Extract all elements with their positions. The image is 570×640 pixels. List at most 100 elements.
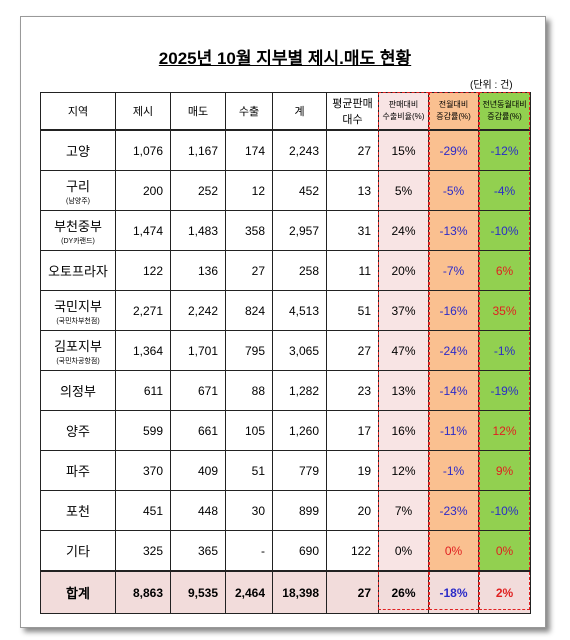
region: 국민지부	[54, 298, 102, 314]
value-cell: 599	[115, 410, 171, 451]
value-cell: 1,282	[272, 370, 327, 411]
header-line: 증감률(%)	[487, 112, 522, 121]
value-cell: 671	[170, 370, 226, 411]
value-cell: 31	[326, 210, 379, 251]
region-cell: 의정부	[40, 370, 116, 411]
column-header: 수출	[225, 92, 273, 131]
region-cell: 양주	[40, 410, 116, 451]
region: 부천중부	[54, 218, 102, 234]
value-cell: 3,065	[272, 330, 327, 371]
value-cell: 690	[272, 530, 327, 572]
value-cell: 47%	[378, 330, 429, 371]
value-cell: 6%	[478, 250, 531, 291]
table-row: 구리 (남양주) 200 252 12 452 13 5% -5% -4%	[40, 170, 531, 211]
value-cell: 27	[326, 570, 379, 614]
column-header: 평균판매 대수	[326, 92, 379, 131]
value-cell: 795	[225, 330, 273, 371]
header-line: 판매대비	[388, 100, 419, 109]
value-cell: 452	[272, 170, 327, 211]
value-cell: 23	[326, 370, 379, 411]
region: 의정부	[60, 384, 96, 399]
header-line: 전년동월대비	[482, 100, 527, 109]
value-cell: 136	[170, 250, 226, 291]
column-header: 전월대비 증감률(%)	[428, 92, 479, 131]
value-cell: 409	[170, 450, 226, 491]
table-row: 김포지부 (국민차공항점) 1,364 1,701 795 3,065 27 47% -24% -…	[40, 330, 531, 371]
value-cell: -18%	[428, 570, 479, 614]
value-cell: 12%	[378, 450, 429, 491]
value-cell: 24%	[378, 210, 429, 251]
table-row: 기타 325 365-690 122 0% 0% 0%	[40, 530, 531, 572]
value-cell: 200	[115, 170, 171, 211]
region-cell: 기타	[40, 530, 116, 572]
value-cell: 899	[272, 490, 327, 531]
region-cell: 파주	[40, 450, 116, 491]
value-cell: 1,260	[272, 410, 327, 451]
region-cell: 포천	[40, 490, 116, 531]
table-row: 양주 599 661 105 1,260 17 16% -11% 12%	[40, 410, 531, 451]
region: 합계	[66, 586, 90, 601]
value-cell: 451	[115, 490, 171, 531]
value-cell: -14%	[428, 370, 479, 411]
header-line: 증감률(%)	[436, 112, 471, 121]
value-cell: 16%	[378, 410, 429, 451]
header-line: 매도	[187, 106, 209, 118]
value-cell: 37%	[378, 290, 429, 331]
region-cell: 김포지부 (국민차공항점)	[40, 330, 116, 371]
table-row: 오토프라자 122 136 27 258 11 20% -7% 6%	[40, 250, 531, 291]
value-cell: 1,167	[170, 129, 226, 171]
value-cell: 20%	[378, 250, 429, 291]
table-row: 부천중부 (DY카랜드) 1,474 1,483 358 2,957 31 24% -13% -1…	[40, 210, 531, 251]
header-line: 지역	[67, 106, 89, 118]
title: 2025년 10월 지부별 제시.매도 현황	[158, 49, 412, 68]
region: 기타	[66, 544, 90, 559]
value-cell: 2,271	[115, 290, 171, 331]
value-cell: 174	[225, 129, 273, 171]
table-row: 포천 451 448 30 899 20 7% -23% -10%	[40, 490, 531, 531]
region: 고양	[66, 144, 90, 159]
value-cell: 26%	[378, 570, 429, 614]
value-cell: 661	[170, 410, 226, 451]
header-line: 수출	[238, 106, 260, 118]
region-cell: 구리 (남양주)	[40, 170, 116, 211]
region: 양주	[66, 424, 90, 439]
region-cell: 합계	[40, 570, 116, 614]
value-cell: 13%	[378, 370, 429, 411]
value-cell: -16%	[428, 290, 479, 331]
value-cell: 27	[326, 330, 379, 371]
value-cell: 0%	[378, 530, 429, 572]
table: 지역 제시 매도 수출 계 평균판매 대수 판매대비 수출비율(%) 전월대비 증감률(%) 전년동월…	[40, 92, 531, 614]
value-cell: 122	[326, 530, 379, 572]
table-row: 국민지부 (국민차부천점) 2,271 2,242 824 4,513 51 37% -16% 3…	[40, 290, 531, 331]
value-cell: 611	[115, 370, 171, 411]
value-cell: -5%	[428, 170, 479, 211]
value-cell: -4%	[478, 170, 531, 211]
value-cell: -1%	[478, 330, 531, 371]
value-cell: 1,474	[115, 210, 171, 251]
value-cell: 7%	[378, 490, 429, 531]
value-cell: 27	[326, 129, 379, 171]
value-cell: 779	[272, 450, 327, 491]
value-cell: 358	[225, 210, 273, 251]
region-sub: (국민차부천점)	[56, 317, 100, 325]
column-header: 판매대비 수출비율(%)	[378, 92, 429, 131]
value-cell: -23%	[428, 490, 479, 531]
value-cell: -24%	[428, 330, 479, 371]
value-cell: -10%	[478, 210, 531, 251]
value-cell: -10%	[478, 490, 531, 531]
region: 포천	[66, 504, 90, 519]
value-cell: 13	[326, 170, 379, 211]
table-row: 파주 370 409 51 779 19 12% -1% 9%	[40, 450, 531, 491]
value-cell: 365	[170, 530, 226, 572]
column-header: 제시	[115, 92, 171, 131]
value-cell: 17	[326, 410, 379, 451]
value-cell: 30	[225, 490, 273, 531]
value-cell: 325	[115, 530, 171, 572]
header-line: 제시	[132, 106, 154, 118]
column-header: 매도	[170, 92, 226, 131]
table-body: 고양 1,076 1,167 174 2,243 27 15% -29% -12% 구리 (남양주)…	[40, 129, 531, 614]
value-cell: 2,243	[272, 129, 327, 171]
value-cell: -1%	[428, 450, 479, 491]
value-cell: 0%	[478, 530, 531, 572]
table-row: 고양 1,076 1,167 174 2,243 27 15% -29% -12%	[40, 129, 531, 171]
